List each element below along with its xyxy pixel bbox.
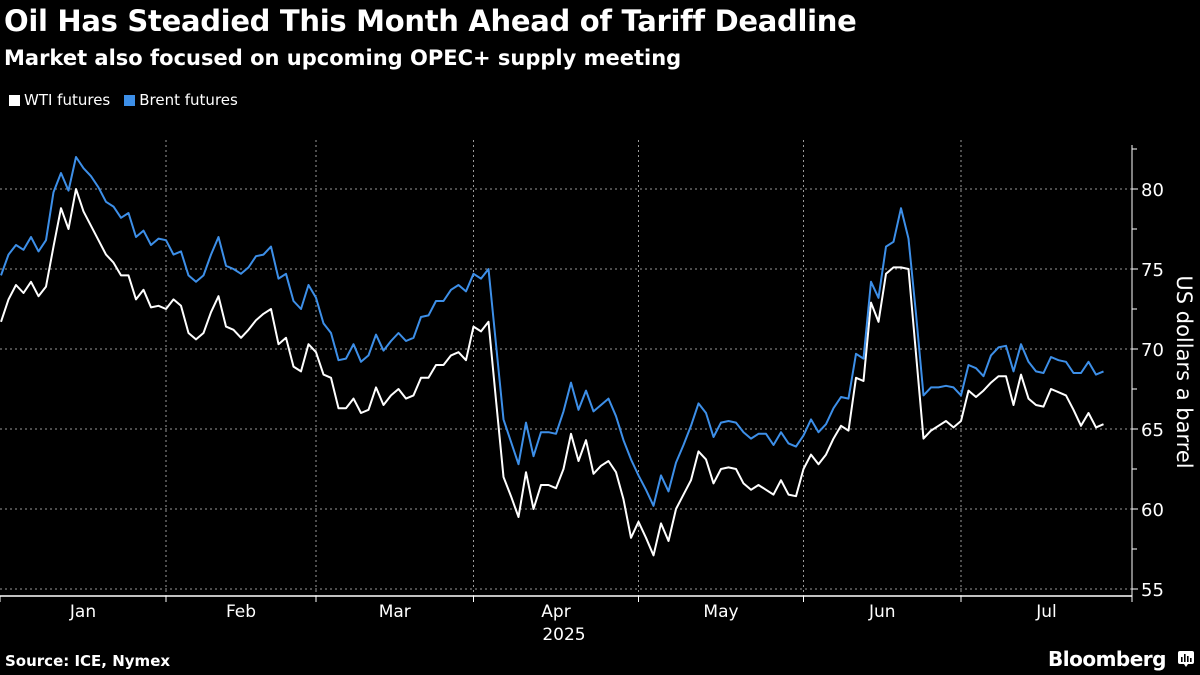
x-tick-label: Mar [379, 602, 411, 622]
legend-swatch-wti [9, 94, 20, 106]
legend-item-wti[interactable]: WTI futures [9, 91, 110, 109]
bloomberg-chart-icon [1178, 651, 1194, 667]
legend-item-brent[interactable]: Brent futures [124, 91, 238, 109]
series-line-wti [0, 188, 1104, 557]
x-tick-label: Jun [868, 602, 896, 622]
x-tick-label: Jul [1035, 602, 1057, 622]
y-axis-title: US dollars a barrel [1172, 275, 1196, 468]
y-tick-label: 70 [1141, 340, 1164, 361]
y-tick-label: 65 [1141, 420, 1164, 441]
series-line-brent [0, 156, 1104, 507]
bloomberg-logo: Bloomberg [1048, 647, 1166, 671]
x-tick-label: May [703, 602, 738, 622]
chart-subtitle: Market also focused on upcoming OPEC+ su… [4, 46, 682, 70]
legend: WTI futures Brent futures [9, 91, 238, 109]
y-tick-label: 80 [1141, 180, 1164, 201]
legend-swatch-brent [124, 94, 136, 106]
x-year-label: 2025 [542, 625, 585, 645]
x-tick-label: Jan [69, 602, 96, 622]
y-tick-label: 55 [1141, 580, 1164, 601]
y-tick-label: 75 [1141, 260, 1164, 281]
chart-title: Oil Has Steadied This Month Ahead of Tar… [4, 4, 857, 38]
y-tick-label: 60 [1141, 500, 1164, 521]
source-note: Source: ICE, Nymex [5, 652, 171, 670]
legend-label-wti: WTI futures [24, 91, 111, 109]
x-tick-label: Feb [226, 602, 256, 622]
legend-label-brent: Brent futures [139, 91, 238, 109]
x-tick-label: Apr [541, 602, 570, 622]
